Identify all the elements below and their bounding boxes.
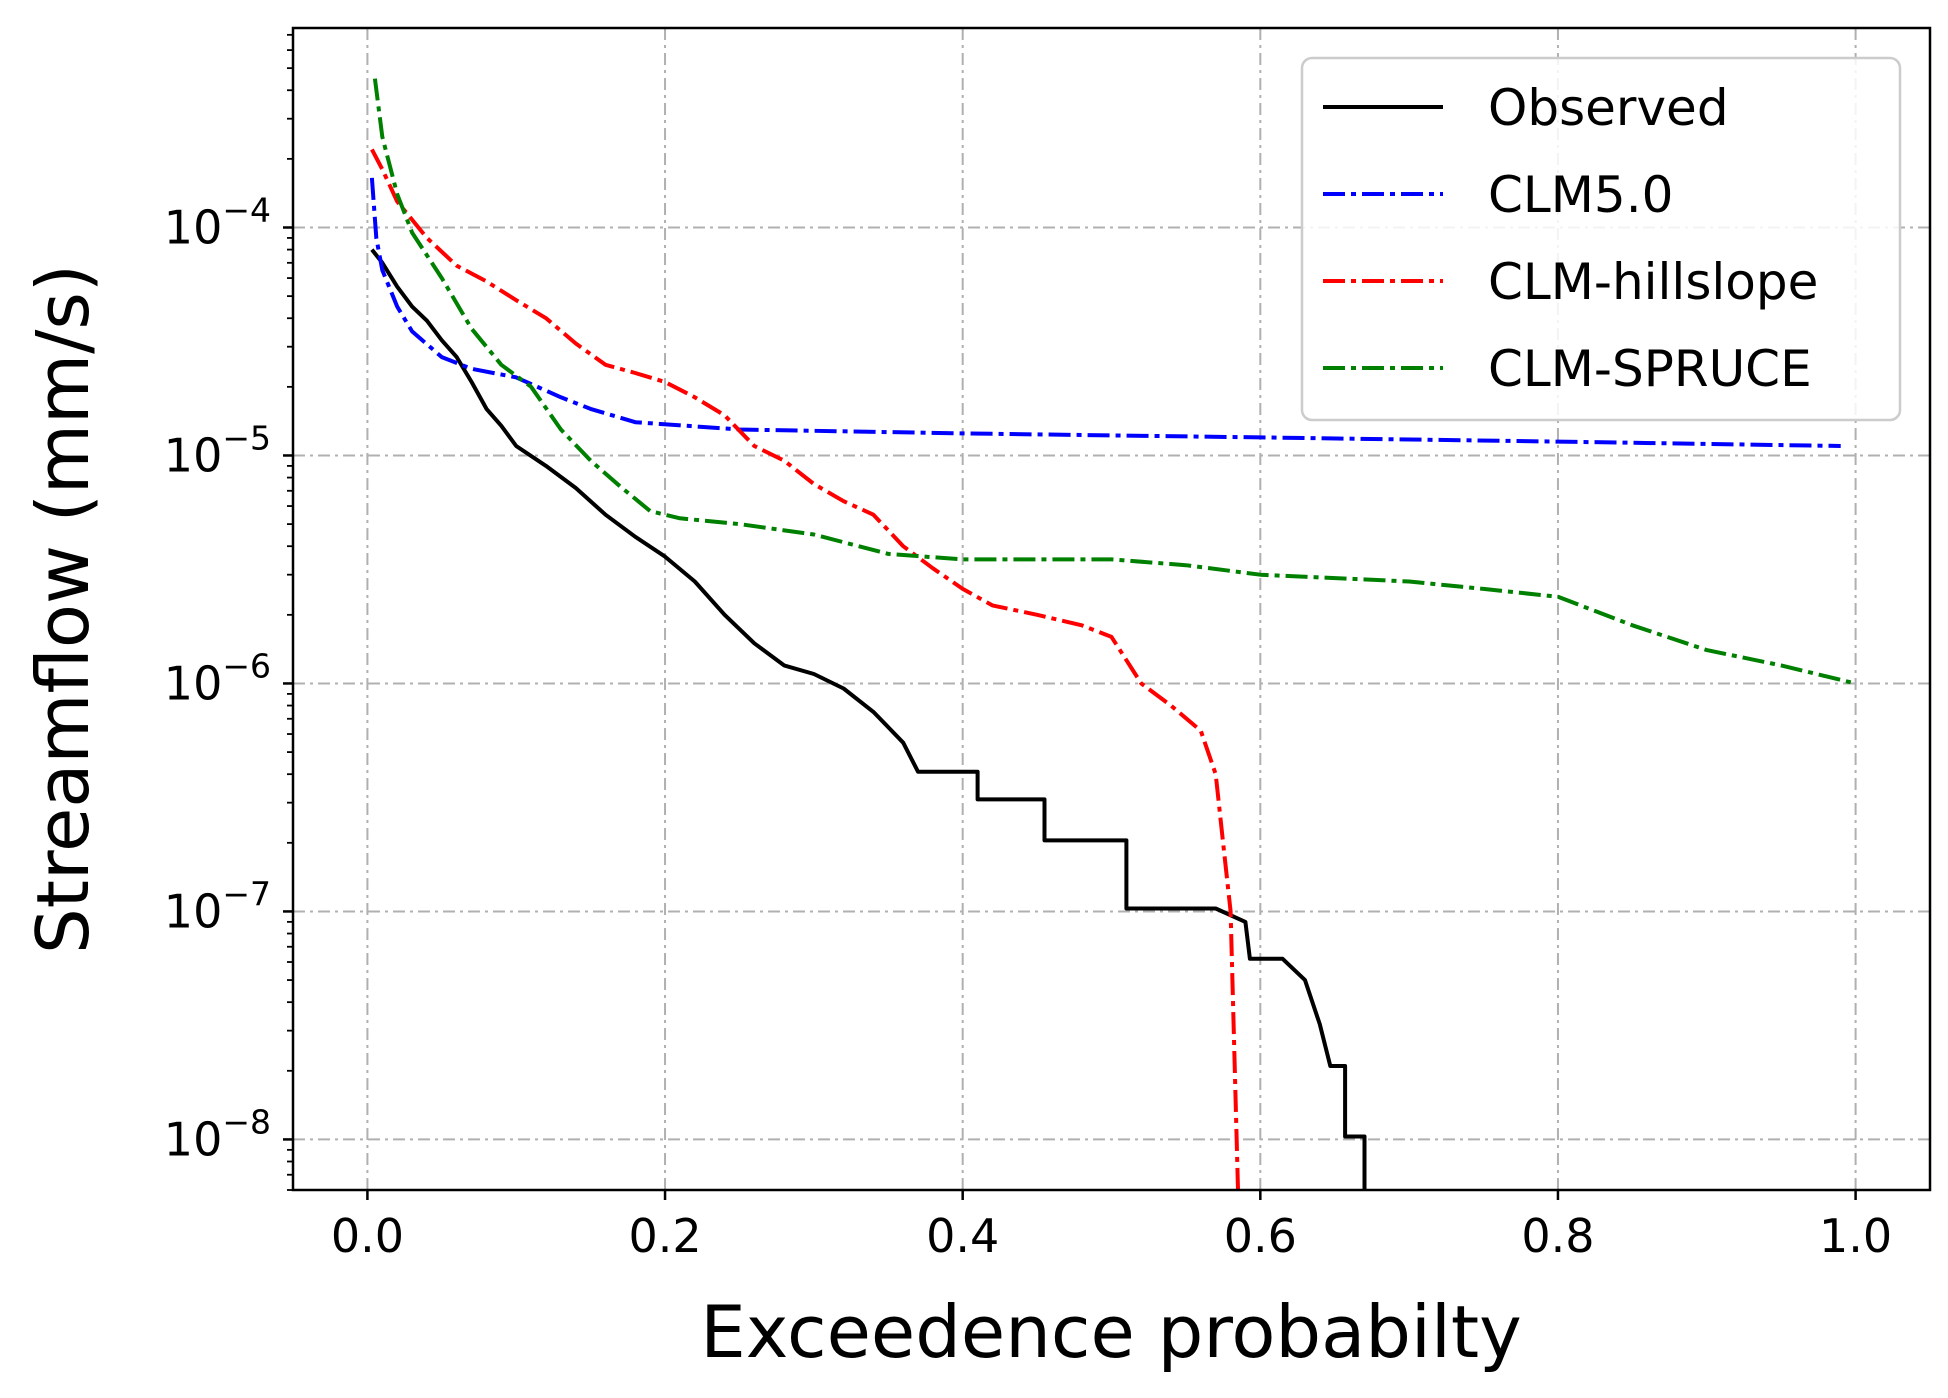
- legend: Observed CLM5.0 CLM-hillslope CLM-SPRUCE: [1300, 56, 1902, 422]
- x-tick-label: 0.0: [331, 1209, 404, 1263]
- series-line-observed: [370, 248, 1367, 1190]
- axis-ticks: [283, 33, 1857, 1200]
- legend-label-clm-hillslope: CLM-hillslope: [1488, 253, 1818, 311]
- x-tick-label: 0.4: [926, 1209, 999, 1263]
- grid: [293, 28, 1930, 1190]
- y-tick-label: 10−5: [164, 418, 271, 482]
- y-tick-base: 10: [164, 884, 223, 938]
- legend-box: [1300, 56, 1902, 422]
- x-tick-label: 0.2: [628, 1209, 701, 1263]
- y-tick-base: 10: [164, 200, 223, 254]
- y-tick-base: 10: [164, 428, 223, 482]
- y-tick-label: 10−8: [164, 1102, 271, 1166]
- x-tick-label: 0.8: [1521, 1209, 1594, 1263]
- tick-labels: 0.0 0.2 0.4 0.6 0.8 1.010−410−510−610−710−8: [164, 190, 1892, 1263]
- y-tick-label: 10−4: [164, 190, 271, 254]
- legend-label-clm-spruce: CLM-SPRUCE: [1488, 340, 1812, 398]
- x-axis-title: Exceedence probabilty: [700, 1290, 1522, 1374]
- y-tick-exponent: −5: [222, 418, 271, 457]
- x-tick-label: 0.6: [1224, 1209, 1297, 1263]
- legend-label-observed: Observed: [1488, 79, 1729, 137]
- series-lines: [369, 78, 1857, 1190]
- x-tick-label: 1.0: [1819, 1209, 1892, 1263]
- plot-frame: [291, 26, 1932, 1192]
- y-tick-exponent: −8: [222, 1102, 271, 1141]
- series-line-clm-spruce: [372, 78, 1857, 686]
- y-tick-exponent: −4: [222, 190, 271, 229]
- y-tick-label: 10−7: [164, 874, 271, 938]
- legend-label-clm5-0: CLM5.0: [1488, 166, 1673, 224]
- y-axis-title: Streamflow (mm/s): [21, 264, 105, 954]
- y-tick-base: 10: [164, 1112, 223, 1166]
- y-tick-label: 10−6: [164, 646, 271, 710]
- series-line-clm-hillslope: [370, 148, 1240, 1190]
- series-line-clm5-0: [369, 177, 1841, 448]
- y-tick-exponent: −7: [222, 874, 271, 913]
- y-tick-base: 10: [164, 656, 223, 710]
- y-tick-exponent: −6: [222, 646, 271, 685]
